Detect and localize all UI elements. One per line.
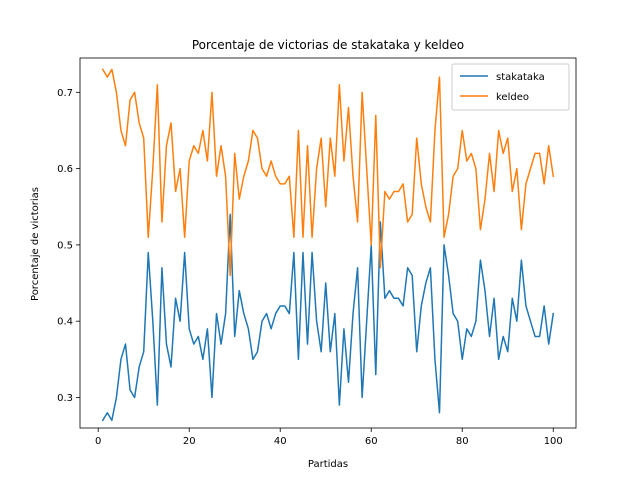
x-axis-title: Partidas	[308, 459, 348, 470]
x-tick-label: 100	[544, 436, 563, 447]
y-tick-label: 0.5	[57, 240, 73, 251]
axes: 0 20 40 60 80 100 0.3 0.4 0.5 0.6 0.7	[57, 57, 577, 447]
x-tick-label: 40	[274, 436, 287, 447]
x-tick-label: 20	[183, 436, 196, 447]
x-tick-label: 80	[456, 436, 469, 447]
series-line-stakataka	[101, 213, 555, 422]
legend: stakataka keldeo	[451, 63, 570, 111]
legend-box	[451, 63, 570, 111]
y-tick-label: 0.6	[57, 164, 73, 175]
y-tick-label: 0.3	[57, 393, 73, 404]
y-tick-label: 0.4	[57, 317, 73, 328]
series-line-keldeo	[101, 68, 555, 277]
x-tick-label: 0	[95, 436, 101, 447]
y-tick-label: 0.7	[57, 88, 73, 99]
legend-label-stakataka: stakataka	[496, 72, 545, 83]
legend-label-keldeo: keldeo	[496, 92, 529, 103]
y-axis-title: Porcentaje de victorias	[30, 187, 41, 301]
plot-frame	[79, 57, 577, 429]
chart-title: Porcentaje de victorias de stakataka y k…	[192, 38, 464, 52]
plot-area	[101, 68, 555, 422]
x-tick-label: 60	[365, 436, 378, 447]
